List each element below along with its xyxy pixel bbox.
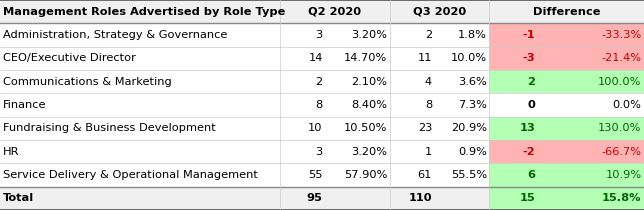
Text: 13: 13 <box>519 123 535 133</box>
Text: -33.3%: -33.3% <box>601 30 641 40</box>
Text: -66.7%: -66.7% <box>601 147 641 157</box>
Text: -1: -1 <box>522 30 535 40</box>
Text: 10.50%: 10.50% <box>344 123 387 133</box>
Text: Fundraising & Business Development: Fundraising & Business Development <box>3 123 216 133</box>
Text: 130.0%: 130.0% <box>598 123 641 133</box>
Bar <box>489 187 644 210</box>
Text: 10.9%: 10.9% <box>605 170 641 180</box>
Text: -21.4%: -21.4% <box>601 53 641 63</box>
Text: 7.3%: 7.3% <box>458 100 487 110</box>
Text: 55.5%: 55.5% <box>451 170 487 180</box>
Text: 14: 14 <box>308 53 323 63</box>
Text: 61: 61 <box>418 170 432 180</box>
Text: 110: 110 <box>408 193 432 203</box>
Bar <box>0 187 644 210</box>
Text: 0: 0 <box>527 100 535 110</box>
Text: 20.9%: 20.9% <box>451 123 487 133</box>
Text: 8.40%: 8.40% <box>351 100 387 110</box>
Text: 0.9%: 0.9% <box>458 147 487 157</box>
Text: 3.6%: 3.6% <box>458 77 487 87</box>
Text: Finance: Finance <box>3 100 47 110</box>
Text: 8: 8 <box>316 100 323 110</box>
Bar <box>489 140 644 163</box>
Text: 6: 6 <box>527 170 535 180</box>
Text: 2: 2 <box>425 30 432 40</box>
Text: Management Roles Advertised by Role Type: Management Roles Advertised by Role Type <box>3 7 285 17</box>
Bar <box>489 117 644 140</box>
Text: 3.20%: 3.20% <box>351 30 387 40</box>
Text: 23: 23 <box>418 123 432 133</box>
Text: 100.0%: 100.0% <box>598 77 641 87</box>
Text: Total: Total <box>3 193 35 203</box>
Text: 1.8%: 1.8% <box>458 30 487 40</box>
Text: 1: 1 <box>425 147 432 157</box>
Text: 8: 8 <box>425 100 432 110</box>
Text: Communications & Marketing: Communications & Marketing <box>3 77 172 87</box>
Text: 4: 4 <box>425 77 432 87</box>
Text: 2: 2 <box>316 77 323 87</box>
Text: 3: 3 <box>316 147 323 157</box>
Text: 10.0%: 10.0% <box>451 53 487 63</box>
Text: 55: 55 <box>308 170 323 180</box>
Bar <box>489 23 644 47</box>
Text: 11: 11 <box>417 53 432 63</box>
Text: 3.20%: 3.20% <box>351 147 387 157</box>
Bar <box>0 0 644 23</box>
Text: 3: 3 <box>316 30 323 40</box>
Text: -2: -2 <box>522 147 535 157</box>
Text: Service Delivery & Operational Management: Service Delivery & Operational Managemen… <box>3 170 258 180</box>
Text: Q2 2020: Q2 2020 <box>308 7 361 17</box>
Text: -3: -3 <box>522 53 535 63</box>
Text: 14.70%: 14.70% <box>344 53 387 63</box>
Text: 15.8%: 15.8% <box>602 193 641 203</box>
Text: Q3 2020: Q3 2020 <box>413 7 466 17</box>
Text: 0.0%: 0.0% <box>612 100 641 110</box>
Text: 95: 95 <box>307 193 323 203</box>
Text: HR: HR <box>3 147 20 157</box>
Text: 15: 15 <box>520 193 535 203</box>
Text: 10: 10 <box>308 123 323 133</box>
Text: 57.90%: 57.90% <box>344 170 387 180</box>
Text: Difference: Difference <box>533 7 600 17</box>
Bar <box>489 70 644 93</box>
Text: 2: 2 <box>527 77 535 87</box>
Text: Administration, Strategy & Governance: Administration, Strategy & Governance <box>3 30 227 40</box>
Text: CEO/Executive Director: CEO/Executive Director <box>3 53 136 63</box>
Bar <box>489 163 644 187</box>
Bar <box>489 47 644 70</box>
Text: 2.10%: 2.10% <box>351 77 387 87</box>
